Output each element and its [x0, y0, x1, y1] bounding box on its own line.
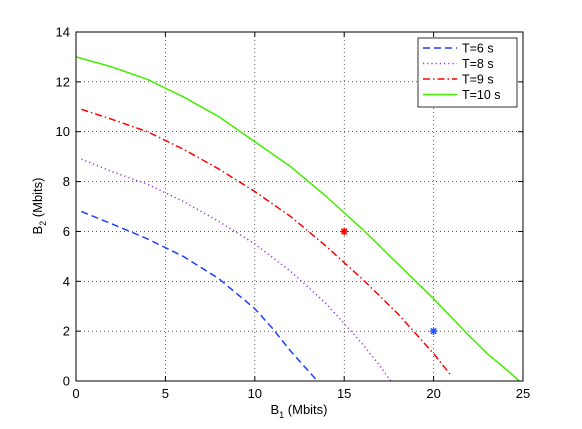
- plot-frame: [75, 31, 524, 382]
- legend-label-t-8-s: T=8 s: [462, 57, 494, 71]
- y-tick-label: 8: [63, 174, 70, 189]
- y-axis-label-main: B: [30, 226, 45, 235]
- x-tick-labels: 0 5 10 15 20 25: [72, 386, 530, 401]
- x-axis-label-rest: (Mbits): [284, 402, 327, 417]
- x-tick-label: 25: [516, 386, 530, 401]
- x-tick-label: 10: [248, 386, 262, 401]
- x-axis-label: B1 (Mbits): [270, 402, 327, 420]
- y-tick-label: 10: [56, 124, 70, 139]
- ticks: [75, 31, 524, 382]
- legend: T=6 sT=8 s T=9 sT=10 s: [417, 37, 518, 108]
- y-tick-label: 4: [63, 274, 70, 289]
- x-axis-label-sub: 1: [279, 410, 284, 420]
- y-axis-label: B2 (Mbits): [30, 177, 48, 234]
- legend-label-t-10-s: T=10 s: [462, 88, 501, 102]
- marker-layer: [340, 227, 438, 335]
- x-tick-label: 5: [162, 386, 169, 401]
- y-tick-label: 0: [63, 374, 70, 389]
- x-axis-label-main: B: [270, 402, 279, 417]
- x-tick-label: 0: [72, 386, 79, 401]
- series-layer: [75, 56, 520, 382]
- y-tick-labels: 0 2 4 6 8 10 12 14: [56, 25, 70, 389]
- legend-label-t-6-s: T=6 s: [462, 42, 494, 56]
- star-marker-1: [340, 227, 348, 236]
- series-line-t-6-s: [81, 210, 318, 382]
- legend-box: [417, 37, 518, 108]
- x-tick-label: 20: [426, 386, 440, 401]
- y-tick-label: 6: [63, 224, 70, 239]
- y-tick-label: 2: [63, 324, 70, 339]
- legend-label-t-9-s: T=9 s: [462, 73, 494, 87]
- y-tick-label: 14: [56, 25, 70, 40]
- series-line-t-9-s: [81, 108, 453, 377]
- y-axis-label-sub: 2: [38, 221, 48, 226]
- y-axis-label-rest: (Mbits): [30, 177, 45, 220]
- series-line-t-10-s: [75, 56, 520, 382]
- y-tick-label: 12: [56, 74, 70, 89]
- x-tick-label: 15: [337, 386, 351, 401]
- star-marker-2: [429, 327, 438, 335]
- series-line-t-8-s: [81, 158, 392, 382]
